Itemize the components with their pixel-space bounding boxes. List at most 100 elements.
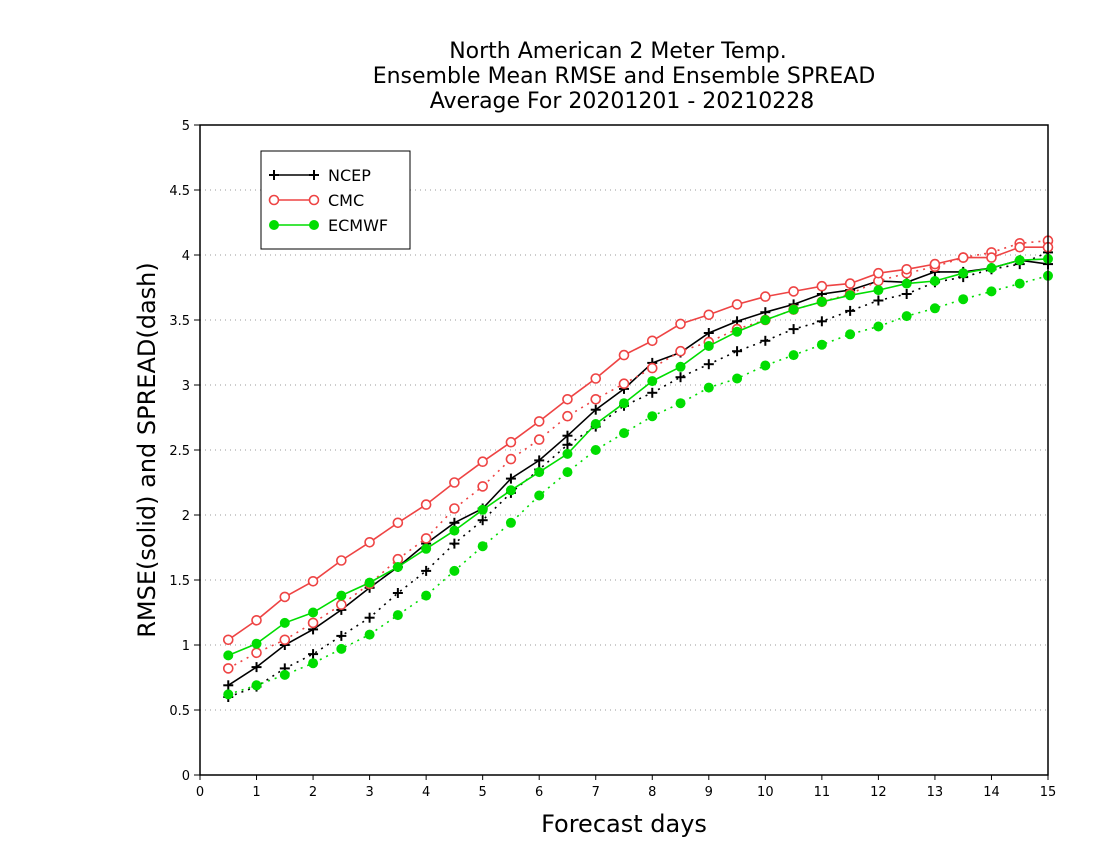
chart-title: North American 2 Meter Temp. Ensemble Me… [373, 39, 876, 114]
ncep-rmse-point-12 [562, 430, 573, 441]
ecmwf-spread-point-2 [279, 669, 290, 680]
cmc-spread-point-16 [675, 345, 686, 357]
x-axis-title: Forecast days [541, 810, 707, 838]
ncep-spread-point-9 [477, 515, 488, 526]
ecmwf-spread-point-20 [788, 350, 799, 361]
cmc-rmse-point-25 [929, 258, 941, 270]
cmc-spread-point-0 [222, 663, 234, 674]
cmc-spread-point-13 [590, 393, 602, 405]
y-tick-label-4: 2 [182, 509, 190, 524]
x-tick-label-2: 2 [309, 785, 317, 800]
ncep-spread-point-19 [760, 335, 771, 346]
cmc-spread-point-10 [505, 453, 517, 465]
x-tick-label-10: 10 [757, 785, 774, 800]
ecmwf-rmse-point-8 [449, 525, 460, 536]
cmc-spread-point-9 [477, 481, 488, 492]
ncep-spread-series [223, 247, 1053, 702]
ncep-rmse-series [223, 255, 1053, 691]
cmc-spread-series [222, 235, 1054, 674]
y-tick-label-2: 1 [182, 639, 190, 654]
ecmwf-rmse-line [227, 258, 1049, 657]
cmc-spread-point-3 [307, 617, 319, 629]
x-axis-ticks: 0 1 2 3 4 5 6 7 8 9 10 11 12 13 14 15 [196, 775, 1056, 800]
x-tick-label-7: 7 [592, 785, 600, 800]
x-tick-label-0: 0 [196, 785, 204, 800]
ncep-rmse-point-13 [590, 404, 601, 415]
ecmwf-rmse-point-13 [590, 419, 601, 429]
legend-marker-ecmwf-b [309, 220, 319, 230]
cmc-rmse-point-4 [336, 555, 347, 566]
y-axis-title: RMSE(solid) and SPREAD(dash) [133, 262, 161, 638]
ecmwf-rmse-point-3 [308, 607, 319, 618]
cmc-rmse-point-10 [505, 436, 517, 448]
ecmwf-spread-point-16 [675, 398, 686, 409]
cmc-rmse-point-26 [957, 252, 969, 263]
x-tick-label-15: 15 [1040, 785, 1057, 800]
ecmwf-rmse-point-19 [760, 315, 771, 325]
ecmwf-rmse-point-2 [279, 617, 290, 628]
y-tick-label-6: 3 [182, 379, 190, 394]
ncep-spread-point-12 [562, 439, 573, 450]
ecmwf-spread-point-22 [845, 329, 856, 340]
cmc-rmse-point-12 [562, 393, 573, 405]
cmc-spread-point-11 [533, 434, 545, 445]
ecmwf-spread-point-26 [958, 294, 969, 305]
cmc-rmse-point-2 [279, 591, 291, 603]
ecmwf-spread-point-4 [336, 643, 347, 654]
cmc-rmse-point-3 [307, 575, 319, 587]
cmc-rmse-point-19 [760, 291, 771, 302]
ecmwf-rmse-point-9 [477, 504, 488, 515]
ncep-spread-line [228, 251, 1049, 698]
cmc-rmse-point-6 [392, 517, 404, 529]
ncep-spread-point-24 [901, 289, 912, 299]
x-tick-label-6: 6 [535, 785, 543, 800]
y-tick-label-10: 5 [182, 119, 190, 134]
cmc-rmse-point-15 [646, 335, 658, 347]
ecmwf-spread-point-15 [647, 411, 658, 422]
ncep-spread-point-3 [308, 649, 319, 660]
ecmwf-rmse-point-17 [703, 341, 714, 351]
ncep-spread-point-7 [421, 565, 432, 576]
ecmwf-spread-point-3 [308, 658, 319, 669]
y-tick-label-9: 4.5 [169, 184, 190, 199]
ecmwf-spread-point-24 [901, 311, 912, 322]
ncep-spread-point-5 [364, 612, 375, 623]
ncep-rmse-point-17 [703, 328, 714, 338]
ecmwf-rmse-point-25 [929, 276, 940, 286]
ecmwf-rmse-point-12 [562, 448, 573, 459]
ncep-spread-point-16 [675, 372, 686, 383]
cmc-spread-line [227, 239, 1049, 670]
legend-marker-cmc-a [268, 194, 280, 206]
cmc-rmse-point-23 [873, 267, 884, 279]
ecmwf-spread-point-0 [223, 689, 234, 700]
cmc-rmse-point-24 [901, 263, 912, 275]
ecmwf-rmse-point-0 [223, 650, 234, 661]
ecmwf-rmse-point-21 [816, 296, 827, 307]
series-layer [222, 235, 1054, 702]
ncep-rmse-point-11 [534, 455, 545, 466]
ecmwf-rmse-point-22 [845, 290, 856, 301]
cmc-spread-point-2 [279, 634, 291, 646]
ecmwf-spread-point-11 [534, 490, 545, 501]
ecmwf-spread-point-27 [986, 286, 997, 297]
ncep-spread-point-15 [647, 387, 658, 398]
ncep-spread-point-6 [392, 588, 403, 598]
y-tick-label-0: 0 [182, 769, 190, 784]
ncep-spread-point-18 [732, 346, 743, 357]
cmc-rmse-series [222, 241, 1054, 646]
cmc-rmse-point-28 [1014, 241, 1026, 253]
y-tick-label-8: 4 [182, 249, 190, 264]
ncep-rmse-point-10 [505, 473, 516, 484]
ncep-spread-point-23 [873, 295, 884, 306]
cmc-rmse-point-13 [590, 373, 602, 384]
ecmwf-spread-point-25 [929, 303, 940, 314]
cmc-rmse-point-5 [364, 536, 375, 548]
legend-label-cmc: CMC [328, 191, 364, 210]
title-line-2: Ensemble Mean RMSE and Ensemble SPREAD [373, 64, 876, 89]
ecmwf-spread-point-18 [732, 373, 743, 384]
x-tick-label-9: 9 [705, 785, 713, 800]
cmc-spread-point-8 [449, 503, 460, 514]
cmc-rmse-point-16 [675, 318, 686, 330]
cmc-rmse-point-0 [222, 634, 234, 646]
